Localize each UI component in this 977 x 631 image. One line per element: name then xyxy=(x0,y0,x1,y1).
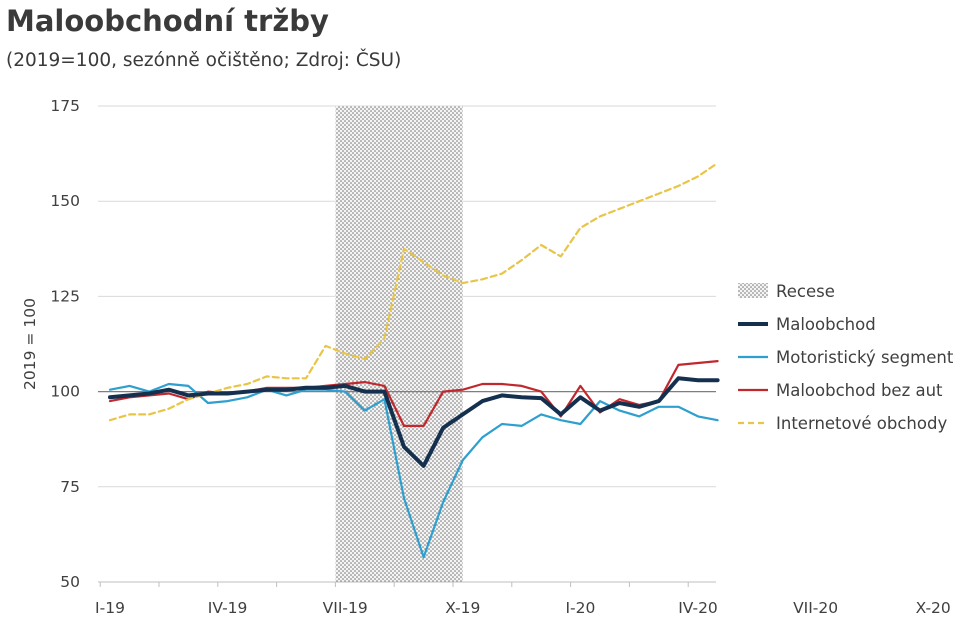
legend-label-maloobchod: Maloobchod xyxy=(776,315,876,334)
y-tick-label: 100 xyxy=(50,383,80,401)
x-tick-label: IV-19 xyxy=(208,599,248,617)
legend-swatch-recese xyxy=(738,283,768,298)
series-line-maloobchod xyxy=(108,376,720,468)
x-tick-label: I-20 xyxy=(565,599,595,617)
x-tick-label: IV-20 xyxy=(678,599,718,617)
y-tick-label: 50 xyxy=(60,573,80,591)
legend-label-internetove-obchody: Internetové obchody xyxy=(776,414,947,433)
legend-label-maloobchod-bez-aut: Maloobchod bez aut xyxy=(776,381,943,400)
chart-title: Maloobchodní tržby xyxy=(6,4,329,38)
y-tick-label: 150 xyxy=(50,192,80,210)
x-tick-label: X-19 xyxy=(445,599,480,617)
y-axis-label: 2019 = 100 xyxy=(21,298,39,390)
x-tick-label: X-20 xyxy=(916,599,951,617)
y-tick-label: 75 xyxy=(60,478,80,496)
legend-label-recese: Recese xyxy=(776,282,835,301)
chart-subtitle: (2019=100, sezónně očištěno; Zdroj: ČSU) xyxy=(6,50,402,71)
y-tick-label: 175 xyxy=(50,97,80,115)
legend-label-motoristicky-segment: Motoristický segment xyxy=(776,348,954,367)
x-tick-label: VII-19 xyxy=(323,599,368,617)
y-tick-label: 125 xyxy=(50,287,80,305)
series-line-motoristicky-segment xyxy=(108,382,719,559)
x-tick-label: VII-20 xyxy=(793,599,838,617)
x-tick-label: I-19 xyxy=(95,599,125,617)
recession-shading xyxy=(335,106,463,582)
